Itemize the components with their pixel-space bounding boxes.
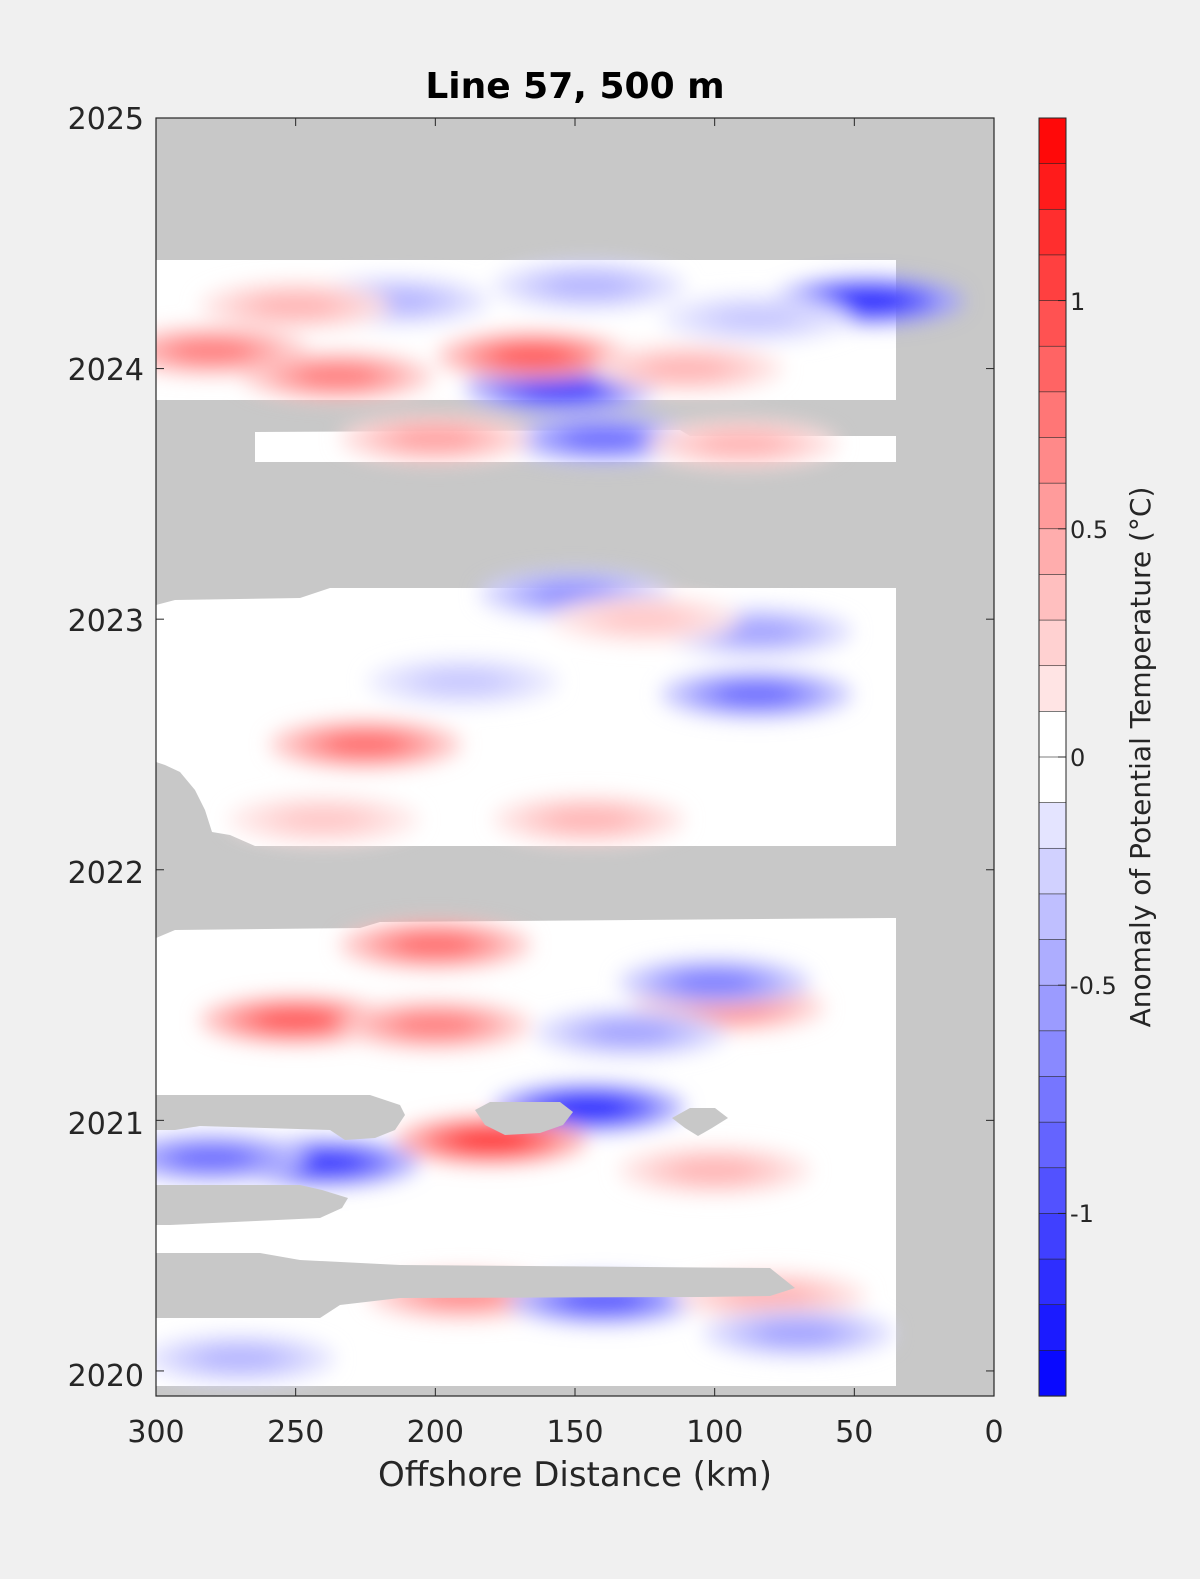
colorbar-segment — [1038, 528, 1067, 576]
colorbar-tick-label: -0.5 — [1070, 972, 1117, 1000]
colorbar-segment — [1038, 756, 1067, 804]
anomaly-contour — [420, 671, 507, 693]
anomaly-contours — [156, 261, 964, 1383]
colorbar-label: Anomaly of Potential Temperature (°C) — [1124, 487, 1157, 1028]
x-tick-label: 250 — [267, 1415, 324, 1450]
gap-region — [672, 1108, 728, 1136]
colorbar-tick-label: 1 — [1070, 288, 1085, 316]
anomaly-contour — [546, 275, 632, 297]
anomaly-contour — [602, 608, 688, 630]
y-tick-label: 2024 — [68, 353, 144, 388]
anomaly-contour — [392, 1014, 479, 1036]
x-axis: 300 250 200 150 100 50 0 Offshore Distan… — [127, 1415, 1003, 1495]
y-axis: 2020 2021 2022 2023 2024 2025 — [68, 102, 144, 1394]
x-tick-label: 150 — [546, 1415, 603, 1450]
anomaly-contour — [392, 934, 479, 956]
chart-title: Line 57, 500 m — [425, 66, 724, 107]
anomaly-contour — [518, 377, 604, 400]
anomaly-contour — [322, 733, 409, 756]
no-data-regions — [156, 1095, 795, 1318]
colorbar-segment — [1038, 893, 1067, 941]
y-tick-label: 2021 — [68, 1107, 144, 1142]
anomaly-contour — [588, 1021, 674, 1044]
anomaly-contour — [448, 1129, 534, 1152]
x-tick-label: 200 — [407, 1415, 464, 1450]
y-tick-label: 2023 — [68, 604, 144, 639]
colorbar-segments — [1038, 117, 1067, 1397]
colorbar-segment — [1038, 665, 1067, 712]
anomaly-contour — [169, 1147, 255, 1169]
colorbar-tick-label: -1 — [1070, 1200, 1094, 1228]
axis-ticks — [155, 117, 995, 1396]
anomaly-contour — [392, 427, 479, 450]
colorbar-segment — [1038, 574, 1067, 621]
colorbar-segment — [1038, 619, 1067, 667]
colorbar-segment — [1038, 711, 1067, 758]
x-tick-label: 50 — [835, 1415, 873, 1450]
colorbar-segment — [1038, 163, 1067, 210]
anomaly-contour — [294, 365, 381, 387]
colorbar-segment — [1038, 300, 1067, 347]
y-tick-label: 2025 — [68, 102, 144, 137]
anomaly-contour — [197, 1347, 283, 1370]
anomaly-contour — [252, 1009, 339, 1031]
anomaly-contour — [713, 683, 800, 706]
gap-region — [156, 1185, 348, 1225]
anomaly-contour — [490, 345, 576, 367]
colorbar-segment — [1038, 1121, 1067, 1169]
colorbar-segment — [1038, 345, 1067, 393]
y-tick-label: 2020 — [68, 1359, 144, 1394]
colorbar-segment — [1038, 1304, 1067, 1351]
anomaly-contour — [252, 295, 339, 317]
anomaly-contour — [546, 808, 632, 831]
colorbar-segment — [1038, 939, 1067, 986]
y-tick-label: 2022 — [68, 856, 144, 891]
colorbar-segment — [1038, 1030, 1067, 1078]
colorbar-segment — [1038, 1350, 1067, 1397]
anomaly-contour — [169, 340, 255, 362]
colorbar-segment — [1038, 802, 1067, 849]
colorbar-segment — [1038, 1258, 1067, 1306]
x-tick-label: 0 — [984, 1415, 1003, 1450]
colorbar-segment — [1038, 847, 1067, 895]
anomaly-contour — [280, 808, 367, 831]
gap-region — [156, 1253, 795, 1318]
colorbar-segment — [1038, 1213, 1067, 1260]
anomaly-contour — [825, 290, 912, 312]
colorbar-frame — [1038, 117, 1067, 1397]
colorbar-segment — [1038, 1167, 1067, 1215]
colorbar-segment — [1038, 437, 1067, 484]
colorbar: 1 0.5 0 -0.5 -1 Anomaly of Potential Tem… — [1038, 117, 1157, 1397]
colorbar-segment — [1038, 984, 1067, 1032]
anomaly-contour — [560, 427, 646, 450]
colorbar-tick-label: 0.5 — [1070, 516, 1108, 544]
anomaly-contour — [755, 1322, 842, 1345]
gap-region — [156, 1095, 405, 1140]
x-tick-label: 300 — [127, 1415, 184, 1450]
anomaly-contour — [699, 432, 786, 455]
anomaly-contour — [643, 357, 730, 380]
colorbar-tick-label: 0 — [1070, 744, 1085, 772]
x-tick-label: 100 — [686, 1415, 743, 1450]
colorbar-segment — [1038, 254, 1067, 302]
colorbar-segment — [1038, 482, 1067, 530]
gap-region — [475, 1102, 573, 1135]
colorbar-segment — [1038, 117, 1067, 165]
x-axis-label: Offshore Distance (km) — [378, 1455, 772, 1495]
anomaly-contour — [671, 971, 758, 994]
colorbar-segment — [1038, 1076, 1067, 1123]
anomaly-contour — [671, 1159, 758, 1182]
colorbar-segment — [1038, 208, 1067, 256]
colorbar-segment — [1038, 391, 1067, 439]
anomaly-contour — [713, 307, 800, 330]
